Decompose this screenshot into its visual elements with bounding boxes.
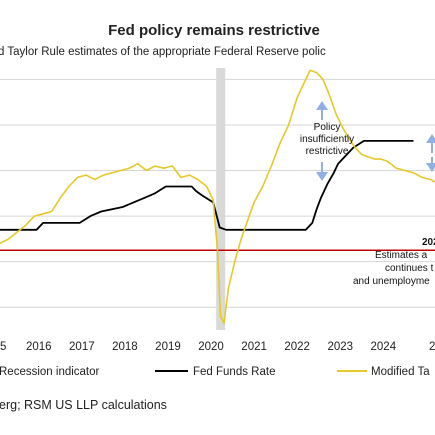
annotation-line: continues t bbox=[385, 263, 434, 274]
series-layer bbox=[0, 69, 435, 325]
chart-title: Fed policy remains restrictive bbox=[108, 22, 320, 39]
double-arrow-icon bbox=[426, 134, 435, 172]
x-axis-ticks: 5 2016 2017 2018 2019 2020 2021 2022 2023 2024 2 bbox=[0, 341, 435, 353]
x-tick-label: 2019 bbox=[155, 341, 181, 353]
x-tick-label: 2024 bbox=[371, 341, 397, 353]
annotation-line: insufficiently bbox=[300, 134, 354, 145]
legend-label-taylor: Modified Ta bbox=[371, 366, 430, 378]
chart-subtitle: d Taylor Rule estimates of the appropria… bbox=[0, 46, 326, 58]
x-tick-label: 2020 bbox=[198, 341, 224, 353]
x-tick-label: 2022 bbox=[284, 341, 310, 353]
x-tick-label: 2021 bbox=[241, 341, 267, 353]
annotation-line: Policy bbox=[314, 122, 341, 133]
annotation-line: and unemployme bbox=[353, 276, 430, 287]
double-arrow-icon bbox=[316, 101, 328, 181]
x-tick-label: 2023 bbox=[327, 341, 353, 353]
annotation-estimates: 202 Estimates a continues t and unemploy… bbox=[353, 237, 435, 287]
x-tick-label: 2 bbox=[429, 341, 435, 353]
legend-label-recession: Recession indicator bbox=[0, 366, 100, 378]
x-tick-label: 2017 bbox=[69, 341, 95, 353]
legend-label-fed-funds: Fed Funds Rate bbox=[193, 366, 275, 378]
x-tick-label: 2018 bbox=[112, 341, 138, 353]
x-tick-label: 2016 bbox=[26, 341, 52, 353]
annotation-year: 202 bbox=[422, 237, 435, 248]
annotation-line: Estimates a bbox=[375, 250, 428, 261]
series-line-taylor-rule bbox=[0, 69, 435, 325]
source-note: erg; RSM US LLP calculations bbox=[0, 398, 167, 412]
legend: Recession indicator Fed Funds Rate Modif… bbox=[0, 366, 430, 378]
x-tick-label: 5 bbox=[0, 341, 6, 353]
recession-band bbox=[216, 68, 226, 330]
annotation-policy: Policy insufficiently restrictive bbox=[300, 101, 435, 181]
annotation-line: restrictive bbox=[306, 146, 349, 157]
series-line-fed-funds bbox=[0, 139, 414, 231]
